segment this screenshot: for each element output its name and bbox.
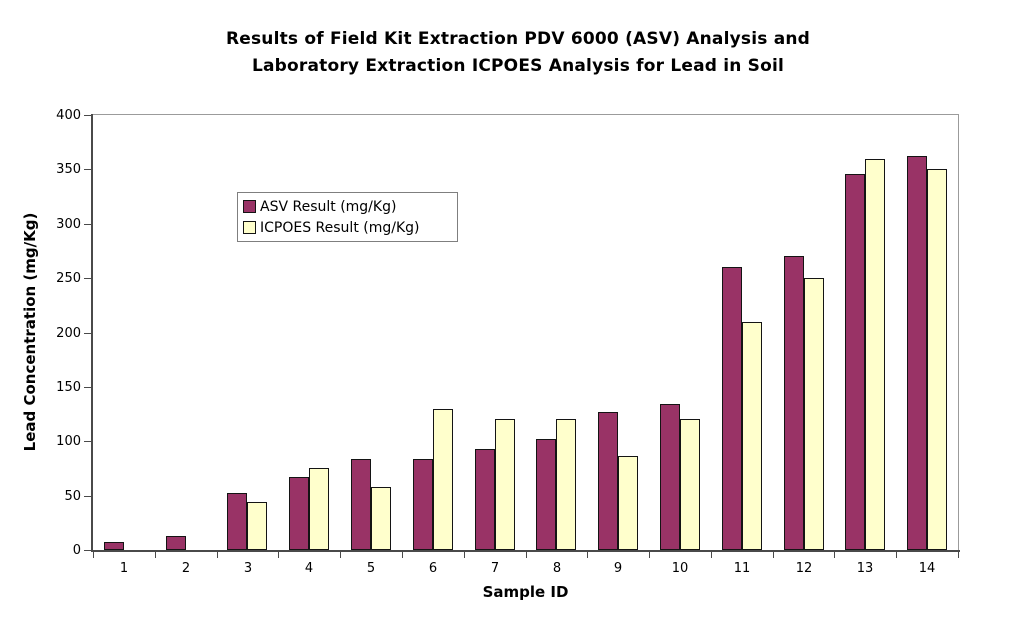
legend-label-asv: ASV Result (mg/Kg) <box>260 198 397 215</box>
x-tick-mark <box>773 552 774 558</box>
x-tick-label: 13 <box>856 561 874 576</box>
y-tick-mark <box>84 224 91 225</box>
x-tick-label: 1 <box>119 561 129 576</box>
x-tick-mark <box>587 552 588 558</box>
bar-icpoes-sample-6 <box>433 409 453 550</box>
x-tick-label: 5 <box>366 561 376 576</box>
y-tick-mark <box>84 115 91 116</box>
y-tick-mark <box>84 387 91 388</box>
y-tick-label: 300 <box>56 217 81 232</box>
bar-asv-sample-2 <box>166 536 186 550</box>
plot-border-right <box>958 114 959 551</box>
legend-swatch-icpoes <box>243 221 256 234</box>
bar-icpoes-sample-3 <box>247 502 267 550</box>
x-tick-mark <box>896 552 897 558</box>
bar-asv-sample-7 <box>475 449 495 550</box>
y-tick-label: 150 <box>56 380 81 395</box>
bar-icpoes-sample-8 <box>556 419 576 550</box>
y-tick-mark <box>84 169 91 170</box>
chart-title: Results of Field Kit Extraction PDV 6000… <box>225 29 811 76</box>
x-tick-mark <box>217 552 218 558</box>
bar-asv-sample-3 <box>227 493 247 550</box>
x-tick-mark <box>526 552 527 558</box>
x-tick-label: 6 <box>428 561 438 576</box>
x-tick-mark <box>834 552 835 558</box>
x-tick-label: 8 <box>552 561 562 576</box>
x-tick-mark <box>958 552 959 558</box>
bar-icpoes-sample-9 <box>618 456 638 550</box>
y-tick-label: 400 <box>56 108 81 123</box>
x-tick-label: 11 <box>733 561 751 576</box>
legend: ASV Result (mg/Kg) ICPOES Result (mg/Kg) <box>237 192 458 242</box>
x-tick-mark <box>340 552 341 558</box>
bar-asv-sample-12 <box>784 256 804 550</box>
bar-icpoes-sample-12 <box>804 278 824 550</box>
bar-icpoes-sample-4 <box>309 468 329 550</box>
bar-icpoes-sample-10 <box>680 419 700 550</box>
x-tick-mark <box>155 552 156 558</box>
y-tick-mark <box>84 496 91 497</box>
y-tick-mark <box>84 441 91 442</box>
y-tick-mark <box>84 550 91 551</box>
x-tick-label: 9 <box>613 561 623 576</box>
legend-item-icpoes: ICPOES Result (mg/Kg) <box>243 219 457 237</box>
legend-item-asv: ASV Result (mg/Kg) <box>243 198 457 216</box>
legend-label-icpoes: ICPOES Result (mg/Kg) <box>260 219 420 236</box>
x-tick-mark <box>464 552 465 558</box>
y-tick-label: 250 <box>56 271 81 286</box>
x-tick-mark <box>649 552 650 558</box>
x-tick-mark <box>402 552 403 558</box>
y-tick-label: 200 <box>56 326 81 341</box>
bar-icpoes-sample-5 <box>371 487 391 550</box>
x-tick-label: 3 <box>243 561 253 576</box>
x-tick-mark <box>278 552 279 558</box>
bar-icpoes-sample-14 <box>927 169 947 550</box>
x-tick-mark <box>93 552 94 558</box>
bar-asv-sample-10 <box>660 404 680 550</box>
bar-icpoes-sample-13 <box>865 159 885 550</box>
bar-asv-sample-5 <box>351 459 371 550</box>
x-tick-label: 7 <box>490 561 500 576</box>
bar-asv-sample-9 <box>598 412 618 550</box>
x-tick-label: 12 <box>795 561 813 576</box>
bar-icpoes-sample-7 <box>495 419 515 550</box>
x-tick-mark <box>711 552 712 558</box>
x-tick-label: 14 <box>918 561 936 576</box>
y-tick-label: 100 <box>56 434 81 449</box>
plot-border-top <box>93 114 959 115</box>
bar-asv-sample-4 <box>289 477 309 550</box>
y-tick-label: 50 <box>64 489 81 504</box>
plot-area <box>93 115 958 550</box>
bar-asv-sample-13 <box>845 174 865 550</box>
x-axis-title: Sample ID <box>482 583 569 601</box>
bar-asv-sample-14 <box>907 156 927 550</box>
legend-swatch-asv <box>243 200 256 213</box>
x-axis-line <box>91 550 960 552</box>
y-axis-line <box>91 114 93 552</box>
bar-asv-sample-11 <box>722 267 742 550</box>
bar-asv-sample-1 <box>104 542 124 550</box>
bar-asv-sample-8 <box>536 439 556 550</box>
y-tick-mark <box>84 333 91 334</box>
y-tick-label: 350 <box>56 162 81 177</box>
y-tick-label: 0 <box>72 543 81 558</box>
x-tick-label: 10 <box>671 561 689 576</box>
bar-icpoes-sample-11 <box>742 322 762 550</box>
x-tick-label: 4 <box>304 561 314 576</box>
bar-asv-sample-6 <box>413 459 433 550</box>
x-tick-label: 2 <box>181 561 191 576</box>
y-tick-mark <box>84 278 91 279</box>
